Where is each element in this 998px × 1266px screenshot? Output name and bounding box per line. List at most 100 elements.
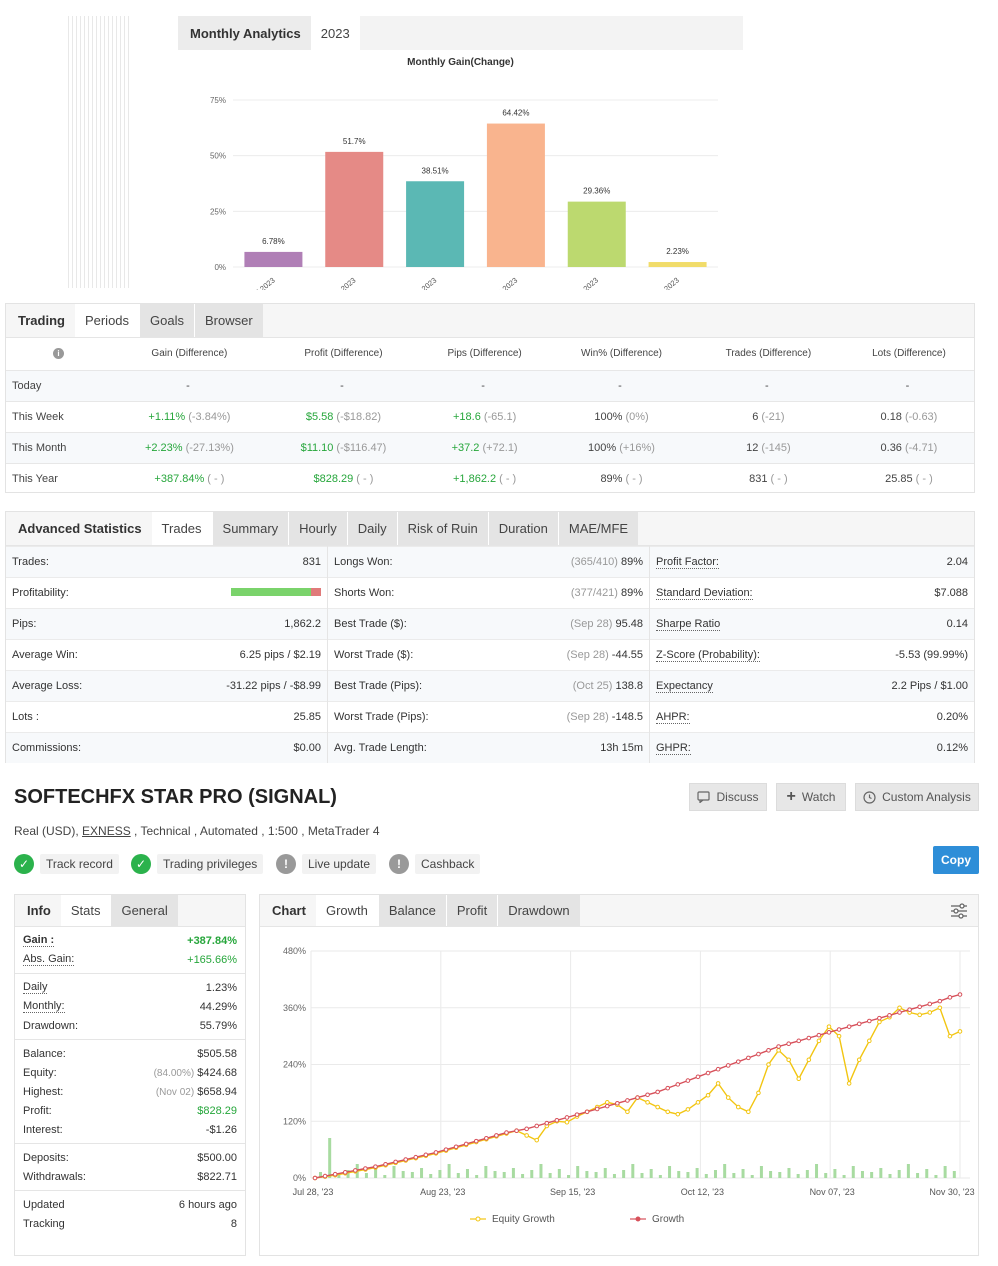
volume-bar	[548, 1173, 552, 1178]
info-icon[interactable]: i	[6, 338, 111, 370]
data-point	[756, 1090, 761, 1096]
tab-browser[interactable]: Browser	[194, 304, 263, 337]
bar-value-label: 29.36%	[583, 187, 610, 196]
adv-stat-value: 89%	[620, 587, 643, 599]
volume-bar	[493, 1171, 497, 1178]
adv-stat-label[interactable]: Z-Score (Probability):	[656, 648, 760, 662]
custom-analysis-button[interactable]: Custom Analysis	[855, 783, 979, 811]
lots-value: 0.18	[880, 410, 902, 423]
tab-periods[interactable]: Periods	[74, 304, 140, 337]
monthly-chart-title: Monthly Gain(Change)	[407, 57, 514, 68]
adv-stat-label[interactable]: Expectancy	[656, 679, 713, 693]
bar[interactable]	[406, 181, 465, 267]
adv-stat-row: Best Trade ($): (Sep 28) 95.48	[328, 608, 649, 639]
win-value: -	[618, 379, 622, 392]
period-label: This Week	[6, 400, 111, 432]
adv-stat-value: 138.8	[615, 680, 643, 692]
adv-stat-row: Best Trade (Pips): (Oct 25) 138.8	[328, 670, 649, 701]
trading-row: This Week +1.11% (-3.84%) $5.58 (-$18.82) +18…	[6, 400, 974, 432]
tab-growth[interactable]: Growth	[315, 895, 378, 926]
tab-monthly-analytics[interactable]: Monthly Analytics	[178, 16, 311, 50]
x-tick-label: Nov 2023	[570, 276, 600, 290]
broker-link[interactable]: EXNESS	[82, 824, 131, 838]
tab-chart[interactable]: Chart	[260, 895, 316, 926]
tab-hourly[interactable]: Hourly	[288, 512, 347, 545]
tab-daily[interactable]: Daily	[346, 512, 397, 545]
series-line-equity-growth	[314, 1006, 961, 1179]
tab-general[interactable]: General	[110, 895, 178, 926]
adv-stat-value: $7.088	[934, 587, 968, 599]
data-point	[947, 995, 953, 1000]
adv-stat-label: Best Trade (Pips):	[334, 680, 423, 692]
data-point	[413, 1154, 419, 1160]
interest-label: Interest:	[23, 1123, 63, 1136]
tab-info[interactable]: Info	[15, 895, 61, 926]
bar-value-label: 51.7%	[343, 137, 366, 146]
tab-trading[interactable]: Trading	[18, 313, 65, 328]
data-point	[836, 1027, 842, 1032]
data-point	[796, 1076, 802, 1081]
adv-stat-label: Avg. Trade Length:	[334, 742, 427, 754]
gain-label[interactable]: Gain :	[23, 934, 55, 947]
bar[interactable]	[648, 262, 707, 267]
tab-goals[interactable]: Goals	[139, 304, 194, 337]
adv-stat-value-wrap: -31.22 pips / -$8.99	[226, 680, 321, 692]
col-pips: Pips (Difference)	[447, 348, 522, 360]
copy-button[interactable]: Copy	[933, 846, 979, 874]
adv-stat-label[interactable]: Standard Deviation:	[656, 586, 753, 600]
tab-year-2023[interactable]: 2023	[310, 16, 360, 50]
adv-stat-row: Worst Trade (Pips): (Sep 28) -148.5	[328, 701, 649, 732]
adv-stat-label[interactable]: AHPR:	[656, 710, 690, 724]
adv-stat-label[interactable]: GHPR:	[656, 741, 691, 755]
data-point	[746, 1109, 751, 1115]
adv-stat-label: Average Win:	[12, 649, 78, 661]
settings-sliders-icon[interactable]	[940, 895, 978, 926]
daily-label[interactable]: Daily	[23, 981, 48, 994]
tab-advanced-statistics[interactable]: Advanced Statistics	[18, 521, 142, 536]
trades-value: 831	[749, 472, 768, 485]
bar[interactable]	[567, 201, 626, 267]
data-point	[816, 1038, 822, 1044]
legend-label[interactable]: Equity Growth	[492, 1214, 555, 1225]
tab-stats[interactable]: Stats	[60, 895, 111, 926]
tab-risk-of-ruin[interactable]: Risk of Ruin	[396, 512, 488, 545]
adv-stat-value: 1,862.2	[284, 618, 321, 630]
adv-stat-value: 25.85	[293, 711, 321, 723]
volume-bar	[897, 1170, 901, 1178]
adv-stat-value-wrap: (Sep 28) -148.5	[567, 711, 643, 723]
profit-value: -	[340, 379, 344, 392]
pips-value: -	[481, 379, 485, 392]
legend-label[interactable]: Growth	[652, 1214, 684, 1225]
cell-pips: +18.6 (-65.1)	[419, 400, 551, 432]
data-point	[746, 1055, 751, 1061]
balance-row: Balance: $505.58	[15, 1044, 245, 1063]
comment-icon	[697, 791, 711, 803]
tab-duration[interactable]: Duration	[487, 512, 558, 545]
adv-stat-label: Shorts Won:	[334, 587, 395, 599]
bar[interactable]	[486, 123, 545, 267]
volume-bar	[860, 1171, 864, 1178]
bar[interactable]	[325, 151, 384, 267]
data-point	[897, 1005, 902, 1011]
discuss-button[interactable]: Discuss	[689, 783, 767, 811]
data-point	[574, 1112, 580, 1117]
abs-gain-label[interactable]: Abs. Gain:	[23, 953, 75, 966]
volume-bar	[851, 1166, 855, 1178]
col-trades: Trades (Difference)	[725, 348, 812, 360]
tab-drawdown[interactable]: Drawdown	[497, 895, 580, 926]
adv-stat-label[interactable]: Sharpe Ratio	[656, 617, 721, 631]
adv-stat-label[interactable]: Profit Factor:	[656, 555, 719, 569]
watch-button[interactable]: + Watch	[776, 783, 846, 811]
data-point	[725, 1063, 731, 1068]
volume-bar	[337, 1174, 341, 1178]
volume-bar	[879, 1168, 883, 1178]
bar[interactable]	[244, 251, 303, 267]
deposits-row: Deposits: $500.00	[15, 1148, 245, 1167]
tab-trades[interactable]: Trades	[151, 512, 212, 545]
tab-mae-mfe[interactable]: MAE/MFE	[557, 512, 639, 545]
tab-summary[interactable]: Summary	[211, 512, 289, 545]
monthly-label[interactable]: Monthly:	[23, 1000, 65, 1013]
adv-stat-value-wrap: 13h 15m	[600, 742, 643, 754]
tab-balance[interactable]: Balance	[377, 895, 446, 926]
tab-profit[interactable]: Profit	[445, 895, 498, 926]
